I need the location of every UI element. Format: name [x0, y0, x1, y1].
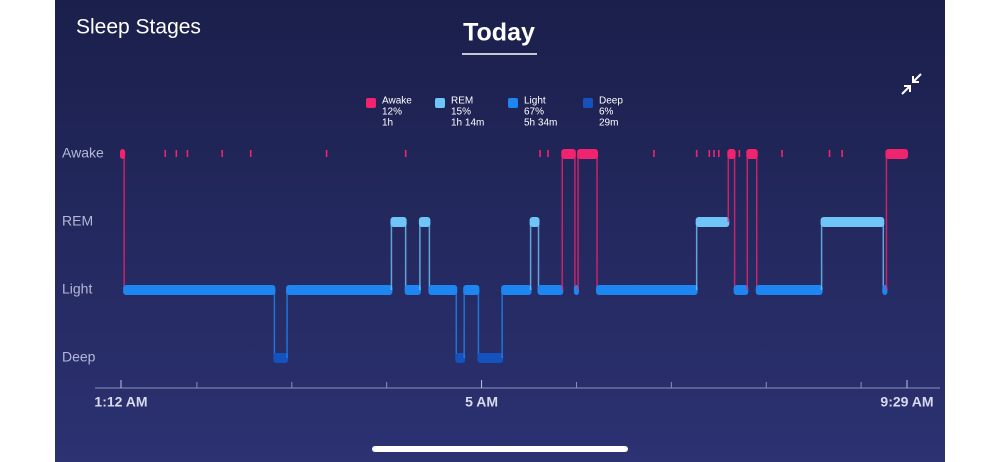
legend-name: Deep — [599, 96, 623, 107]
stage-segment — [820, 217, 885, 227]
legend-duration: 1h 14m — [451, 118, 484, 129]
y-label: Deep — [62, 349, 96, 365]
stage-segment — [477, 353, 504, 363]
stage-segment — [273, 353, 289, 363]
legend-name: Awake — [382, 96, 412, 107]
x-tick-label: 1:12 AM — [94, 394, 147, 410]
brief-awake — [539, 150, 541, 157]
legend-swatch — [366, 98, 376, 108]
y-label: Light — [62, 281, 92, 297]
x-tick-label: 9:29 AM — [880, 394, 933, 410]
stage-segment — [727, 149, 736, 159]
brief-awake — [221, 150, 224, 157]
stage-segment — [286, 285, 393, 295]
brief-awake — [404, 150, 407, 157]
legend-duration: 5h 34m — [524, 118, 557, 129]
stage-segment — [537, 285, 564, 295]
legend-percent: 15% — [451, 107, 471, 118]
brief-awake — [695, 150, 698, 157]
stage-segment — [885, 149, 908, 159]
legend-percent: 12% — [382, 107, 402, 118]
stage-segment — [455, 353, 466, 363]
brief-awake — [708, 150, 711, 157]
stage-segment — [404, 285, 421, 295]
legend-percent: 67% — [524, 107, 544, 118]
panel — [55, 0, 945, 462]
brief-awake — [718, 150, 720, 157]
legend-swatch — [508, 98, 518, 108]
home-indicator — [372, 446, 628, 452]
brief-awake — [547, 150, 549, 157]
legend-name: Light — [524, 96, 546, 107]
brief-awake — [653, 150, 655, 157]
stage-segment — [418, 217, 431, 227]
stage-segment — [428, 285, 458, 295]
brief-awake — [781, 150, 783, 157]
stage-segment — [123, 285, 276, 295]
legend-swatch — [583, 98, 593, 108]
stage-segment — [596, 285, 698, 295]
stage-segment — [577, 149, 599, 159]
title: Sleep Stages — [76, 16, 201, 39]
legend-name: REM — [451, 96, 473, 107]
legend-duration: 29m — [599, 118, 618, 129]
legend-swatch — [435, 98, 445, 108]
brief-awake — [249, 150, 252, 157]
stage-segment — [501, 285, 532, 295]
y-label: Awake — [62, 145, 104, 161]
stage-segment — [561, 149, 576, 159]
brief-awake — [828, 150, 831, 157]
collapse-icon[interactable] — [901, 73, 922, 95]
brief-awake — [186, 150, 189, 157]
stage-segment — [695, 217, 730, 227]
legend-percent: 6% — [599, 107, 614, 118]
x-tick-label: 5 AM — [465, 394, 498, 410]
y-label: REM — [62, 213, 93, 229]
stage-segment — [746, 149, 758, 159]
brief-awake — [175, 150, 178, 157]
brief-awake — [164, 150, 167, 157]
stage-segment — [529, 217, 540, 227]
stage-segment — [755, 285, 823, 295]
stage-segment — [463, 285, 480, 295]
brief-awake — [738, 150, 741, 157]
brief-awake — [325, 150, 328, 157]
tab[interactable]: Today — [463, 19, 535, 47]
brief-awake — [713, 150, 715, 157]
legend-duration: 1h — [382, 118, 393, 129]
stage-segment — [733, 285, 749, 295]
stage-segment — [390, 217, 407, 227]
brief-awake — [841, 150, 843, 157]
